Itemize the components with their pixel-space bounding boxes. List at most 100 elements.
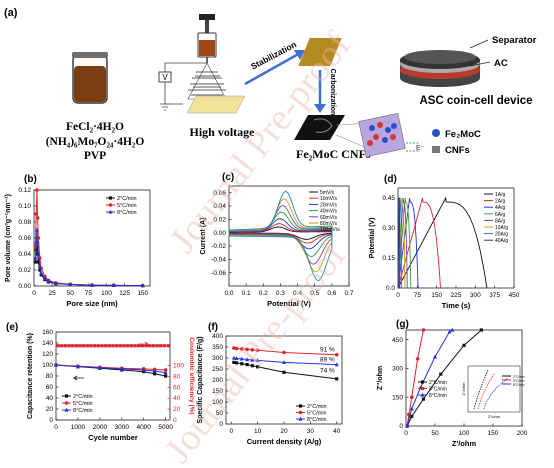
data-point	[240, 362, 244, 366]
y-tick-label: 140	[42, 340, 53, 347]
x-tick-label: 0.6	[327, 290, 336, 297]
data-point	[421, 397, 425, 401]
data-point	[439, 372, 443, 376]
panel-a-label: (a)	[4, 7, 18, 19]
carbonization-label: Carbonization	[329, 69, 336, 116]
retention-annotation: 74 %	[320, 367, 335, 374]
inset-y-label: Z''/ohm	[461, 382, 466, 396]
data-point	[35, 239, 40, 244]
x-tick-label: 50	[431, 430, 439, 437]
y-tick-label: 0.15	[382, 255, 395, 262]
data-point	[54, 362, 58, 367]
y-tick-label: 250	[212, 366, 223, 373]
legend-marker	[420, 392, 425, 397]
legend-label: 2°C/min	[429, 380, 447, 386]
y-tick-label: 50	[216, 410, 224, 417]
x-tick-label: 0.1	[242, 290, 251, 297]
x-tick-label: 0	[54, 424, 58, 431]
device-label: ASC coin-cell device	[419, 95, 532, 107]
chart-g: (g) 0 50 100 150 200 0 150 300 450 Z'/ohm Z''/ohm 2°…	[377, 319, 528, 448]
data-point	[42, 276, 47, 281]
y-tick-label: -0.02	[211, 243, 226, 250]
chart-f: (f)0 10 20 30 40050100150200250300350400Curr…	[197, 322, 343, 446]
y-tick-label: 0.00	[213, 230, 226, 237]
legend-marker	[298, 404, 303, 408]
precursor-2: (NH₄)₆Mo₇O₂₄·4H₂O	[46, 136, 145, 148]
y-tick-label: 0	[219, 421, 223, 428]
gcd-curve	[397, 197, 401, 289]
fe2moc-sphere-icon	[432, 129, 440, 137]
x-tick-label: 150	[431, 292, 442, 299]
separator-label: Separator	[492, 35, 537, 46]
y2-tick-label: 100	[173, 362, 184, 369]
y-tick-label: 400	[212, 333, 223, 340]
retention-annotation: 91 %	[320, 346, 335, 353]
legend-fe2moc-label: Fe₂MoC	[445, 129, 481, 140]
y-tick-label: 0.45	[382, 195, 395, 202]
y2-tick-label: 60	[173, 384, 181, 391]
y-tick-label: 120	[42, 351, 53, 358]
gcd-curve	[397, 197, 441, 289]
y-tick-label: 0.00	[18, 283, 31, 290]
legend-label: 2°C/min	[117, 196, 137, 202]
data-point	[415, 357, 420, 361]
data-point	[433, 354, 437, 359]
legend-label: 5°C/min	[429, 387, 447, 393]
x-tick-label: 125	[119, 290, 130, 297]
y-tick-label: 0.06	[18, 235, 31, 242]
x-tick-label: 40	[333, 428, 341, 435]
legend-marker	[108, 203, 113, 207]
x-tick-label: 3000	[115, 424, 130, 431]
y-tick-label: 350	[212, 344, 223, 351]
inset-x-label: Z'/ohm	[488, 414, 501, 419]
data-point	[282, 360, 286, 364]
y-tick-label: 0.06	[213, 190, 226, 197]
beaker-icon	[72, 52, 108, 104]
x-tick-label: 100	[459, 430, 470, 437]
y-tick-label: 0.08	[18, 219, 31, 226]
legend-marker	[64, 401, 69, 405]
svg-text:V: V	[162, 73, 168, 82]
charts: (b)0 25 50 75 100 125 1500.000.020.040.060.080…	[5, 172, 528, 448]
coulombic-efficiency-point	[111, 344, 115, 348]
coulombic-efficiency-point	[104, 344, 108, 348]
data-point	[39, 273, 43, 277]
data-point	[163, 368, 168, 372]
data-point	[75, 364, 80, 369]
data-point	[35, 216, 40, 220]
coulombic-efficiency-point	[155, 344, 159, 348]
legend-fe2moc: Fe₂MoC	[432, 129, 481, 140]
x-tick-label: 2000	[93, 424, 108, 431]
x-tick-label: 300	[470, 292, 481, 299]
x-axis-label: Current density (A/g)	[247, 437, 322, 446]
legend-marker	[420, 386, 425, 391]
x-tick-label: 450	[509, 292, 520, 299]
legend-label: 10mV/s	[320, 196, 337, 202]
data-point	[34, 227, 39, 232]
panel-label: (e)	[6, 322, 18, 333]
x-tick-label: 0.3	[276, 290, 285, 297]
y-tick-label: 300	[212, 355, 223, 362]
series-line	[34, 229, 143, 287]
x-tick-label: 10	[254, 428, 262, 435]
data-point	[36, 260, 40, 264]
legend-marker	[108, 209, 113, 214]
data-point	[38, 268, 42, 272]
legend-marker	[420, 380, 425, 384]
legend-label: 80mV/s	[320, 221, 337, 227]
x-tick-label: 150	[137, 290, 148, 297]
data-point	[245, 347, 249, 352]
x-tick-label: 200	[517, 430, 528, 437]
y-axis-label: Potential (V)	[369, 218, 376, 259]
legend-label: 40mV/s	[320, 209, 337, 215]
legend-label: 5°C/min	[73, 401, 93, 407]
y-tick-label: 40	[46, 395, 54, 402]
data-point	[164, 374, 168, 378]
data-point	[410, 414, 414, 418]
data-point	[35, 188, 39, 192]
series-line	[34, 245, 143, 287]
gcd-curve	[397, 196, 488, 289]
y-tick-label: 60	[46, 384, 54, 391]
data-point	[33, 255, 38, 260]
cnf-square-icon	[432, 146, 440, 153]
